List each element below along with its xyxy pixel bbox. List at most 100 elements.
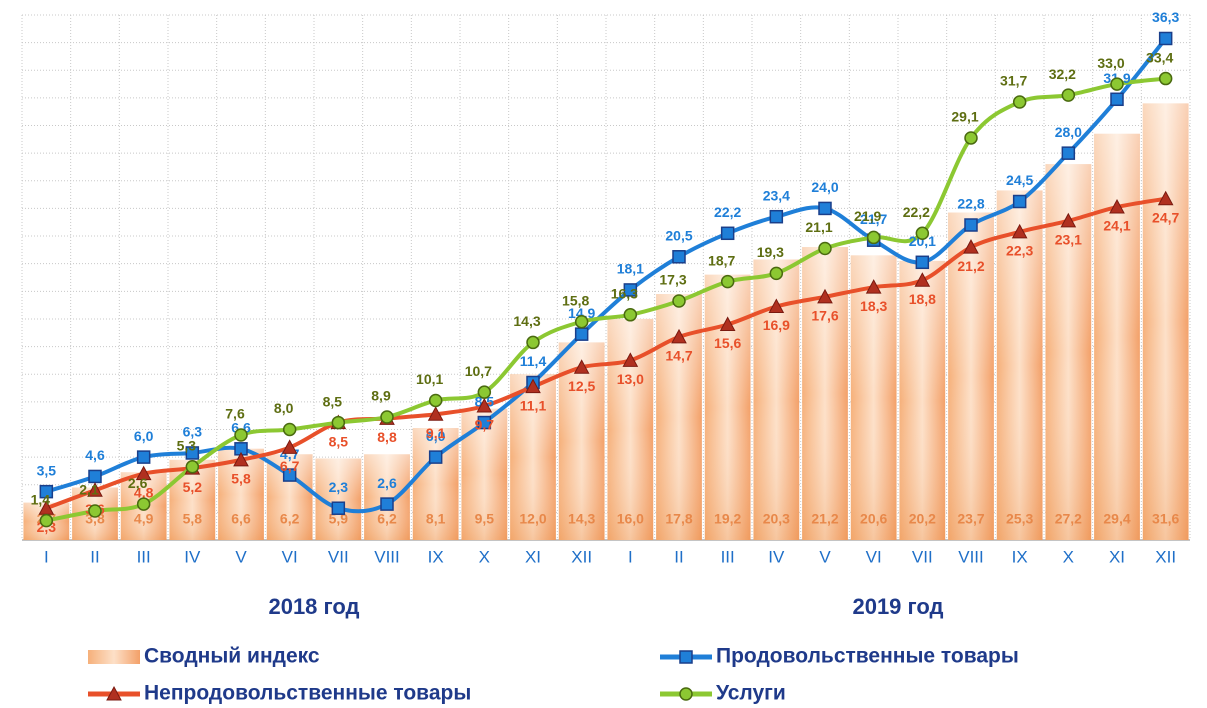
value-label: 15,6 bbox=[714, 335, 741, 351]
marker bbox=[1061, 146, 1076, 160]
x-tick-label: VII bbox=[328, 547, 349, 566]
bar-value-label: 20,2 bbox=[909, 511, 936, 527]
x-tick-label: XI bbox=[525, 547, 541, 566]
value-label: 2,1 bbox=[79, 482, 99, 498]
bar-value-label: 21,2 bbox=[811, 511, 838, 527]
marker bbox=[1109, 198, 1125, 214]
value-label: 18,3 bbox=[860, 298, 887, 314]
value-label: 16,3 bbox=[611, 286, 638, 302]
legend-swatch bbox=[88, 650, 140, 664]
marker bbox=[428, 393, 443, 408]
value-label: 2,6 bbox=[128, 475, 148, 491]
value-label: 6,0 bbox=[134, 428, 154, 444]
value-label: 8,8 bbox=[377, 429, 397, 445]
value-label: 12,5 bbox=[568, 378, 595, 394]
value-label: 23,1 bbox=[1055, 232, 1082, 248]
value-label: 18,7 bbox=[708, 252, 735, 268]
marker bbox=[1157, 190, 1174, 206]
value-label: 28,0 bbox=[1055, 124, 1082, 140]
bar-shade bbox=[948, 212, 994, 540]
value-label: 22,2 bbox=[903, 204, 930, 220]
value-label: 24,7 bbox=[1152, 209, 1179, 225]
bar-value-label: 20,3 bbox=[763, 511, 790, 527]
marker bbox=[622, 352, 639, 367]
value-label: 8,0 bbox=[274, 400, 294, 416]
x-tick-label: VI bbox=[282, 547, 298, 566]
marker bbox=[88, 469, 102, 484]
bar-value-label: 12,0 bbox=[519, 511, 546, 527]
value-label: 7,6 bbox=[225, 406, 245, 422]
marker bbox=[573, 359, 590, 374]
marker bbox=[1060, 212, 1077, 228]
x-tick-label: III bbox=[137, 547, 151, 566]
x-tick-label: III bbox=[721, 547, 735, 566]
marker bbox=[476, 397, 493, 413]
value-label: 9,7 bbox=[475, 417, 495, 433]
bar-shade bbox=[1094, 133, 1140, 540]
marker bbox=[282, 468, 297, 482]
x-tick-label: I bbox=[44, 547, 49, 566]
value-label: 6,7 bbox=[280, 458, 300, 474]
marker bbox=[106, 685, 122, 701]
bar-value-label: 6,2 bbox=[280, 511, 300, 527]
legend-label: Сводный индекс bbox=[144, 645, 320, 668]
value-label: 21,1 bbox=[805, 219, 832, 235]
marker bbox=[719, 316, 736, 331]
x-tick-label: V bbox=[235, 547, 247, 566]
marker bbox=[526, 335, 540, 350]
marker bbox=[768, 298, 785, 314]
marker bbox=[963, 239, 979, 254]
marker bbox=[720, 226, 735, 241]
value-label: 33,0 bbox=[1097, 55, 1124, 71]
bar-shade bbox=[996, 190, 1043, 541]
x-tick-label: VI bbox=[866, 547, 882, 566]
marker bbox=[679, 650, 693, 664]
value-label: 23,4 bbox=[763, 187, 790, 203]
bar-shade bbox=[899, 260, 946, 540]
bar-value-label: 4,9 bbox=[134, 511, 154, 527]
marker bbox=[1012, 95, 1027, 109]
marker bbox=[865, 279, 882, 294]
marker bbox=[818, 241, 832, 256]
value-label: 11,4 bbox=[520, 353, 547, 369]
bar-shade bbox=[461, 408, 508, 540]
marker bbox=[1158, 31, 1173, 46]
marker bbox=[915, 226, 930, 241]
value-label: 14,7 bbox=[665, 348, 692, 364]
marker bbox=[769, 209, 784, 224]
marker bbox=[623, 308, 638, 322]
value-label: 21,2 bbox=[957, 258, 984, 274]
bar-shade bbox=[558, 342, 605, 540]
marker bbox=[1012, 194, 1027, 209]
marker bbox=[817, 288, 833, 304]
value-label: 17,3 bbox=[659, 272, 686, 288]
bar-value-label: 6,2 bbox=[377, 511, 397, 527]
marker bbox=[234, 428, 248, 442]
bar-value-label: 6,6 bbox=[231, 511, 251, 527]
bar-value-label: 9,5 bbox=[475, 511, 495, 527]
marker bbox=[720, 274, 735, 289]
x-tick-label: X bbox=[1063, 547, 1074, 566]
marker bbox=[281, 439, 298, 454]
x-tick-label: X bbox=[479, 547, 490, 566]
bar-value-label: 25,3 bbox=[1006, 511, 1033, 527]
value-label: 8,9 bbox=[371, 388, 391, 404]
value-label: 19,3 bbox=[757, 244, 784, 260]
marker bbox=[428, 450, 443, 464]
legend-label: Продовольственные товары bbox=[716, 645, 1019, 668]
bar-value-label: 16,0 bbox=[617, 511, 644, 527]
marker bbox=[818, 201, 832, 216]
value-label: 21,7 bbox=[860, 211, 887, 227]
marker bbox=[915, 255, 930, 270]
marker bbox=[136, 497, 151, 511]
bar-value-label: 5,8 bbox=[183, 511, 203, 527]
x-tick-label: IX bbox=[428, 547, 444, 566]
marker bbox=[185, 446, 200, 460]
marker bbox=[1061, 88, 1076, 102]
legend-label: Услуги bbox=[716, 682, 786, 705]
value-label: 8,5 bbox=[323, 393, 343, 409]
bar-value-label: 31,6 bbox=[1152, 511, 1179, 527]
x-tick-label: I bbox=[628, 547, 633, 566]
x-tick-label: XII bbox=[1155, 547, 1176, 566]
bar-shade bbox=[364, 454, 410, 540]
